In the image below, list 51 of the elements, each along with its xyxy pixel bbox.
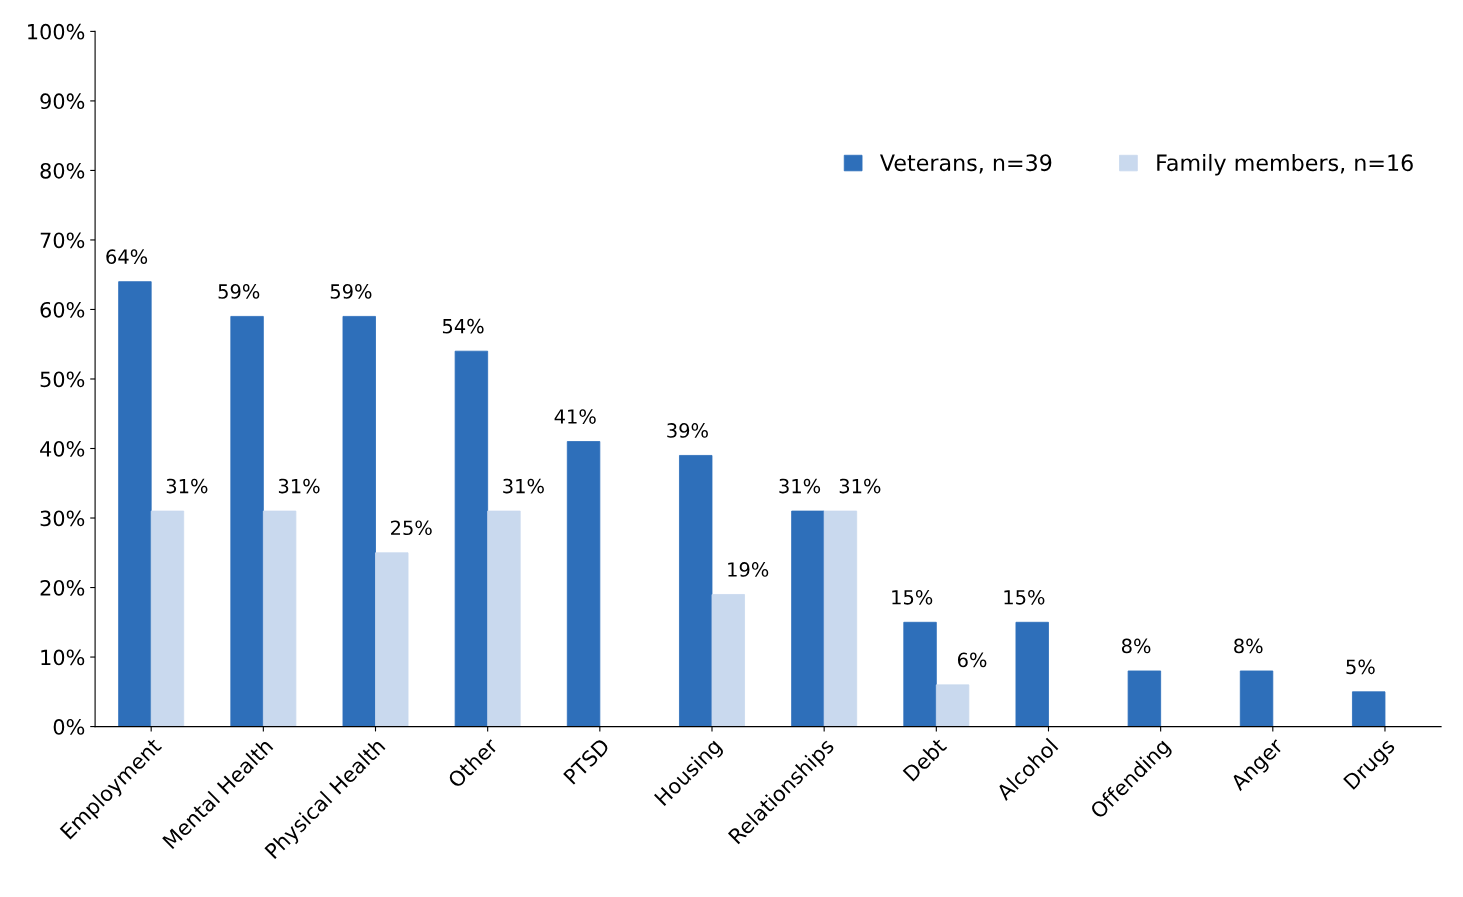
bar bbox=[1015, 621, 1049, 727]
bar bbox=[935, 684, 970, 727]
data-label: 15% bbox=[1004, 589, 1045, 605]
data-label: 25% bbox=[391, 520, 432, 536]
bar bbox=[1352, 691, 1386, 727]
data-label: 8% bbox=[1121, 638, 1151, 654]
y-tick-label: 100% bbox=[28, 23, 85, 40]
bar bbox=[1127, 670, 1162, 727]
bar bbox=[679, 455, 713, 727]
data-label: 31% bbox=[779, 478, 821, 494]
bar bbox=[375, 552, 409, 727]
bar bbox=[487, 510, 521, 727]
data-label: 8% bbox=[1234, 638, 1263, 654]
data-label: 6% bbox=[957, 652, 987, 668]
data-label: 31% bbox=[839, 478, 881, 494]
y-tick-label: 30% bbox=[40, 510, 85, 527]
y-tick-label: 70% bbox=[40, 232, 85, 249]
data-label: 31% bbox=[278, 478, 320, 494]
data-label: 31% bbox=[166, 478, 208, 494]
bar bbox=[230, 316, 264, 727]
bar bbox=[566, 441, 601, 727]
data-label: 15% bbox=[892, 589, 933, 605]
bar bbox=[903, 621, 937, 727]
data-label: 19% bbox=[728, 562, 769, 577]
y-tick-label: 20% bbox=[40, 579, 85, 596]
bar bbox=[711, 594, 745, 727]
y-tick-label: 80% bbox=[40, 162, 85, 179]
bar bbox=[118, 281, 152, 727]
bar bbox=[262, 510, 297, 727]
y-tick-label: 50% bbox=[40, 371, 85, 388]
data-label: 54% bbox=[442, 318, 484, 334]
bar bbox=[454, 350, 489, 727]
y-tick-label: 90% bbox=[40, 93, 85, 110]
legend-label: Veterans, n=39 bbox=[879, 154, 1052, 174]
bar bbox=[1239, 670, 1274, 727]
y-tick-label: 10% bbox=[41, 649, 85, 666]
data-label: 31% bbox=[503, 478, 544, 494]
data-label: 59% bbox=[330, 284, 372, 299]
y-tick-label: 40% bbox=[40, 440, 85, 457]
data-label: 5% bbox=[1346, 659, 1375, 675]
bar bbox=[823, 510, 858, 727]
y-tick-label: 0% bbox=[53, 719, 85, 735]
data-label: 64% bbox=[106, 249, 148, 264]
data-label: 59% bbox=[218, 284, 260, 299]
bar bbox=[791, 510, 825, 727]
bar bbox=[342, 316, 376, 727]
bar bbox=[150, 510, 185, 727]
data-label: 39% bbox=[667, 423, 708, 438]
legend-label: Family members, n=16 bbox=[1157, 153, 1413, 176]
y-tick-label: 60% bbox=[40, 301, 85, 318]
data-label: 41% bbox=[554, 409, 596, 424]
